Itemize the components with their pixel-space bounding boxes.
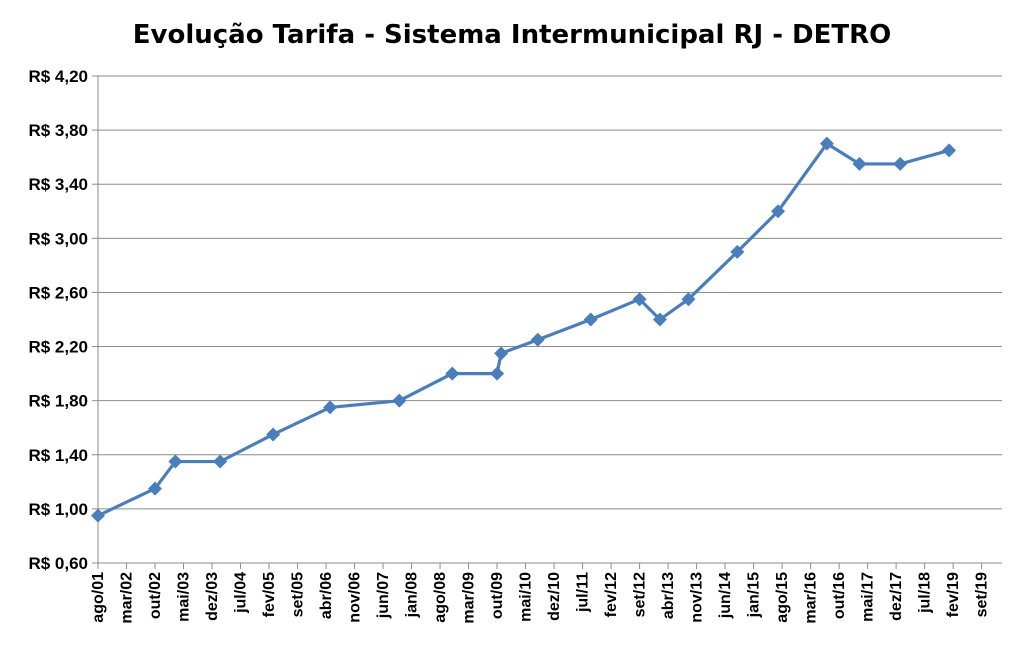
data-point-marker bbox=[530, 332, 545, 347]
y-tick-label: R$ 3,80 bbox=[28, 121, 88, 140]
x-tick-label: jul/04 bbox=[233, 572, 250, 614]
data-point-marker bbox=[652, 312, 667, 327]
x-tick-label: fev/05 bbox=[261, 572, 278, 617]
y-tick-label: R$ 0,60 bbox=[28, 554, 88, 573]
data-point-marker bbox=[771, 204, 786, 219]
x-tick-label: dez/17 bbox=[888, 572, 905, 621]
chart-title: Evolução Tarifa - Sistema Intermunicipal… bbox=[133, 20, 891, 50]
x-tick-label: jun/14 bbox=[717, 572, 734, 619]
x-tick-label: out/02 bbox=[147, 572, 164, 619]
data-point-marker bbox=[266, 427, 281, 442]
x-tick-label: jan/08 bbox=[404, 572, 421, 618]
x-tick-label: fev/19 bbox=[945, 572, 962, 617]
axes bbox=[92, 75, 1002, 569]
x-tick-label: dez/03 bbox=[204, 572, 221, 621]
y-tick-label: R$ 1,80 bbox=[28, 392, 88, 411]
data-point-marker bbox=[942, 143, 957, 158]
x-axis-tick-labels: ago/01 mar/02 out/02 mai/03 dez/03 jul/04 fev/… bbox=[90, 572, 991, 624]
data-point-marker bbox=[91, 508, 105, 523]
x-tick-label: abr/06 bbox=[318, 572, 335, 619]
x-tick-label: mar/16 bbox=[803, 572, 820, 624]
y-tick-label: R$ 4,20 bbox=[28, 67, 88, 86]
x-tick-label: ago/15 bbox=[774, 572, 791, 623]
data-point-marker bbox=[392, 393, 407, 408]
y-tick-label: R$ 1,00 bbox=[28, 500, 88, 519]
x-tick-label: abr/13 bbox=[660, 572, 677, 619]
data-point-marker bbox=[490, 366, 505, 381]
data-point-marker bbox=[213, 454, 228, 469]
series-line bbox=[97, 142, 950, 518]
y-axis-tick-labels: R$ 0,60 R$ 1,00 R$ 1,40 R$ 1,80 R$ 2,20 R$ 2,… bbox=[28, 67, 88, 573]
x-tick-label: jul/11 bbox=[575, 572, 592, 613]
data-point-marker bbox=[681, 292, 696, 307]
x-tick-label: fev/12 bbox=[603, 572, 620, 617]
data-point-marker bbox=[632, 292, 647, 307]
data-point-marker bbox=[168, 454, 183, 469]
series-layer bbox=[91, 136, 957, 523]
x-tick-label: jun/07 bbox=[375, 572, 392, 619]
x-tick-label: out/16 bbox=[831, 572, 848, 619]
x-tick-label: mai/10 bbox=[518, 572, 535, 622]
x-tick-label: mai/17 bbox=[860, 572, 877, 622]
x-tick-label: jan/15 bbox=[746, 572, 763, 618]
grid-lines bbox=[98, 75, 1002, 510]
y-tick-label: R$ 3,00 bbox=[28, 229, 88, 248]
data-point-marker bbox=[494, 346, 509, 361]
data-point-marker bbox=[148, 481, 163, 496]
x-tick-label: dez/10 bbox=[546, 572, 563, 621]
x-tick-label: ago/01 bbox=[90, 572, 107, 623]
data-point-marker bbox=[583, 312, 598, 327]
x-tick-label: jul/18 bbox=[917, 572, 934, 614]
data-point-marker bbox=[819, 136, 834, 151]
data-point-marker bbox=[445, 366, 460, 381]
x-tick-label: set/05 bbox=[290, 572, 307, 617]
x-tick-label: mar/09 bbox=[461, 572, 478, 624]
x-tick-label: nov/13 bbox=[689, 572, 706, 623]
y-tick-label: R$ 2,60 bbox=[28, 283, 88, 302]
x-tick-label: set/12 bbox=[632, 572, 649, 617]
data-point-marker bbox=[893, 156, 908, 171]
y-tick-label: R$ 3,40 bbox=[28, 175, 88, 194]
x-tick-label: mar/02 bbox=[119, 572, 136, 624]
x-tick-label: nov/06 bbox=[347, 572, 364, 623]
x-tick-label: out/09 bbox=[489, 572, 506, 619]
y-tick-label: R$ 1,40 bbox=[28, 446, 88, 465]
x-tick-label: mai/03 bbox=[176, 572, 193, 622]
y-tick-label: R$ 2,20 bbox=[28, 338, 88, 357]
x-tick-label: set/19 bbox=[974, 572, 991, 617]
data-point-marker bbox=[323, 400, 338, 415]
data-point-marker bbox=[852, 156, 867, 171]
data-point-marker bbox=[730, 244, 745, 259]
x-tick-label: ago/08 bbox=[432, 572, 449, 623]
